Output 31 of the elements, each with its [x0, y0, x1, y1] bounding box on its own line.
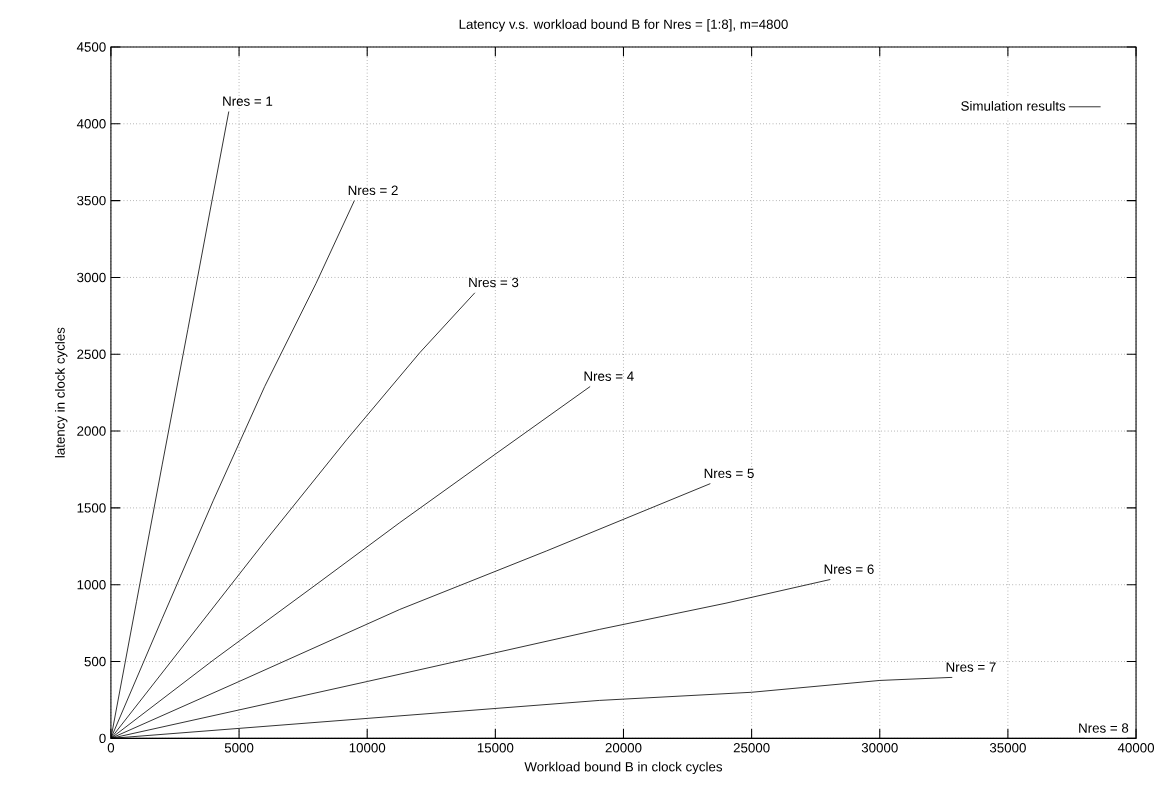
y-tick-label: 2500: [77, 349, 106, 359]
y-tick-label: 3000: [77, 272, 106, 282]
chart-title: Latency v.s. workload bound B for Nres = [1:8], m=4800: [459, 19, 788, 32]
annotation: Nres = 2: [348, 185, 398, 195]
y-tick-label: 0: [99, 733, 106, 743]
x-tick-label: 10000: [349, 742, 386, 753]
y-tick-label: 2000: [77, 426, 106, 436]
annotation: Nres = 8: [1079, 723, 1129, 733]
x-tick-label: 25000: [733, 742, 770, 753]
y-tick-label: 4000: [76, 118, 106, 129]
x-tick-label: 35000: [989, 742, 1026, 753]
y-tick-label: 500: [84, 656, 106, 667]
x-axis-title: Workload bound B in clock cycles: [524, 761, 723, 774]
y-axis-title: latency in clock cycles: [55, 327, 68, 458]
annotation: Nres = 4: [584, 371, 634, 381]
annotation: Nres = 1: [223, 96, 273, 106]
x-tick-label: 40000: [1117, 742, 1155, 753]
x-tick-label: 15000: [477, 742, 514, 753]
x-tick-label: 30000: [861, 742, 898, 753]
annotation: Nres = 7: [946, 662, 996, 672]
y-tick-label: 1000: [77, 579, 106, 590]
x-tick-label: 20000: [605, 742, 642, 753]
legend-label: Simulation results: [961, 100, 1066, 111]
x-tick-label: 5000: [224, 742, 254, 753]
annotation: Nres = 5: [704, 468, 754, 478]
y-tick-label: 4500: [76, 42, 106, 52]
annotation: Nres = 3: [469, 277, 519, 288]
y-tick-label: 1500: [77, 503, 106, 513]
annotation: Nres = 6: [824, 564, 874, 574]
y-tick-label: 3500: [77, 195, 106, 206]
x-tick-label: 0: [107, 742, 115, 753]
